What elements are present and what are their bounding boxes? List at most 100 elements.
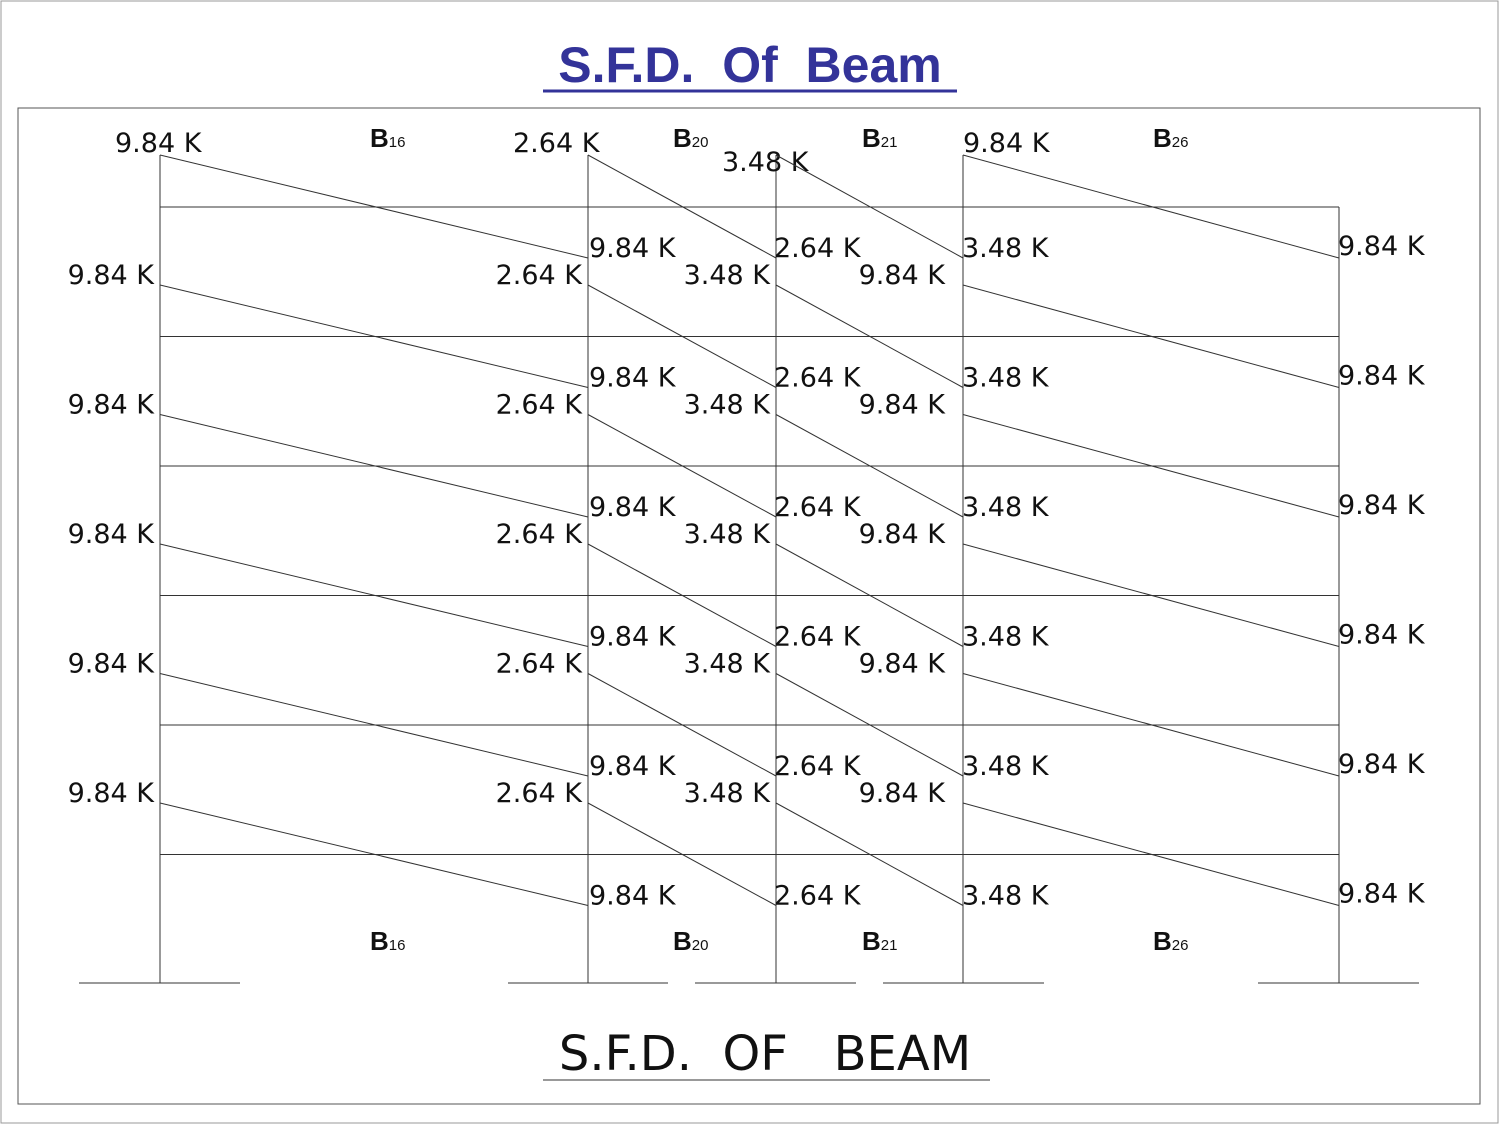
shear-label: 9.84 K bbox=[1338, 231, 1426, 262]
shear-label: 9.84 K bbox=[68, 260, 156, 291]
shear-label: 3.48 K bbox=[962, 492, 1050, 523]
shear-label: 3.48 K bbox=[962, 233, 1050, 264]
beam-letter: B bbox=[673, 926, 692, 956]
sfd-line bbox=[775, 543, 964, 647]
shear-label: 3.48 K bbox=[722, 147, 810, 178]
beam-letter: B bbox=[370, 123, 389, 153]
shear-label: 3.48 K bbox=[684, 519, 772, 550]
shear-label: 9.84 K bbox=[1338, 620, 1426, 651]
shear-label: 9.84 K bbox=[68, 390, 156, 421]
sfd-line bbox=[159, 414, 589, 518]
beam-letter: B bbox=[1153, 926, 1172, 956]
sfd-line bbox=[587, 284, 777, 388]
beam-letter: B bbox=[1153, 123, 1172, 153]
shear-label: 9.84 K bbox=[589, 233, 677, 264]
shear-label: 9.84 K bbox=[115, 128, 203, 159]
sfd-line bbox=[159, 543, 589, 647]
sfd-line bbox=[962, 154, 1340, 259]
shear-label: 9.84 K bbox=[589, 492, 677, 523]
sfd-line bbox=[962, 673, 1340, 777]
shear-label: 9.84 K bbox=[1338, 490, 1426, 521]
sfd-line bbox=[962, 543, 1340, 647]
shear-label: 2.64 K bbox=[496, 649, 584, 680]
shear-label: 9.84 K bbox=[859, 390, 947, 421]
shear-label: 2.64 K bbox=[774, 492, 862, 523]
sfd-line bbox=[587, 414, 777, 518]
beam-subscript: 26 bbox=[1172, 134, 1189, 151]
beam-subscript: 21 bbox=[881, 134, 898, 151]
shear-label: 2.64 K bbox=[496, 519, 584, 550]
shear-label: 9.84 K bbox=[68, 519, 156, 550]
shear-label: 9.84 K bbox=[859, 519, 947, 550]
sfd-line bbox=[159, 673, 589, 777]
beam-letter: B bbox=[673, 123, 692, 153]
title: S.F.D. Of Beam bbox=[558, 37, 941, 93]
shear-label: 9.84 K bbox=[859, 649, 947, 680]
sfd-line bbox=[587, 802, 777, 906]
beam-letter: B bbox=[862, 123, 881, 153]
beam-letter: B bbox=[862, 926, 881, 956]
shear-label: 2.64 K bbox=[496, 260, 584, 291]
shear-label: 2.64 K bbox=[496, 778, 584, 809]
shear-label: 9.84 K bbox=[589, 363, 677, 394]
beam-subscript: 16 bbox=[389, 134, 406, 151]
sfd-line bbox=[775, 284, 964, 388]
sfd-line bbox=[962, 414, 1340, 518]
beam-label: B21 bbox=[862, 123, 897, 153]
sfd-line bbox=[587, 154, 777, 259]
beam-label: B16 bbox=[370, 123, 405, 153]
shear-label: 9.84 K bbox=[68, 649, 156, 680]
caption: S.F.D. OF BEAM bbox=[559, 1026, 971, 1082]
shear-label: 3.48 K bbox=[962, 622, 1050, 653]
shear-label: 3.48 K bbox=[962, 751, 1050, 782]
shear-label: 3.48 K bbox=[684, 649, 772, 680]
beam-label: B21 bbox=[862, 926, 897, 956]
drawing-frame bbox=[17, 107, 1481, 1105]
shear-label: 9.84 K bbox=[1338, 749, 1426, 780]
beam-letter: B bbox=[370, 926, 389, 956]
shear-label: 9.84 K bbox=[589, 622, 677, 653]
sfd-line bbox=[962, 284, 1340, 388]
beam-label: B20 bbox=[673, 123, 708, 153]
sfd-line bbox=[775, 414, 964, 518]
shear-label: 9.84 K bbox=[68, 778, 156, 809]
shear-label: 3.48 K bbox=[962, 363, 1050, 394]
beam-subscript: 20 bbox=[692, 134, 709, 151]
shear-label: 3.48 K bbox=[684, 260, 772, 291]
beam-subscript: 20 bbox=[692, 937, 709, 954]
shear-label: 9.84 K bbox=[589, 751, 677, 782]
shear-label: 9.84 K bbox=[589, 881, 677, 912]
shear-label: 2.64 K bbox=[774, 622, 862, 653]
sfd-line bbox=[775, 154, 964, 259]
beam-subscript: 16 bbox=[389, 937, 406, 954]
sfd-line bbox=[962, 802, 1340, 906]
beam-label: B20 bbox=[673, 926, 708, 956]
shear-label: 2.64 K bbox=[774, 881, 862, 912]
sfd-line bbox=[159, 284, 589, 388]
beam-subscript: 21 bbox=[881, 937, 898, 954]
shear-label: 3.48 K bbox=[962, 881, 1050, 912]
sfd-line bbox=[775, 802, 964, 906]
shear-label: 2.64 K bbox=[774, 233, 862, 264]
shear-label: 2.64 K bbox=[496, 390, 584, 421]
sfd-line bbox=[775, 673, 964, 777]
shear-label: 9.84 K bbox=[963, 128, 1051, 159]
beam-label: B26 bbox=[1153, 123, 1188, 153]
sfd-line bbox=[587, 543, 777, 647]
shear-label: 9.84 K bbox=[1338, 879, 1426, 910]
shear-label: 9.84 K bbox=[859, 260, 947, 291]
shear-label: 2.64 K bbox=[774, 751, 862, 782]
shear-label: 9.84 K bbox=[1338, 361, 1426, 392]
shear-label: 9.84 K bbox=[859, 778, 947, 809]
shear-label: 2.64 K bbox=[774, 363, 862, 394]
sfd-line bbox=[587, 673, 777, 777]
shear-label: 3.48 K bbox=[684, 778, 772, 809]
sfd-line bbox=[159, 802, 589, 906]
beam-label: B16 bbox=[370, 926, 405, 956]
beam-label: B26 bbox=[1153, 926, 1188, 956]
sfd-line bbox=[159, 154, 589, 259]
shear-label: 2.64 K bbox=[513, 128, 601, 159]
shear-label: 3.48 K bbox=[684, 390, 772, 421]
